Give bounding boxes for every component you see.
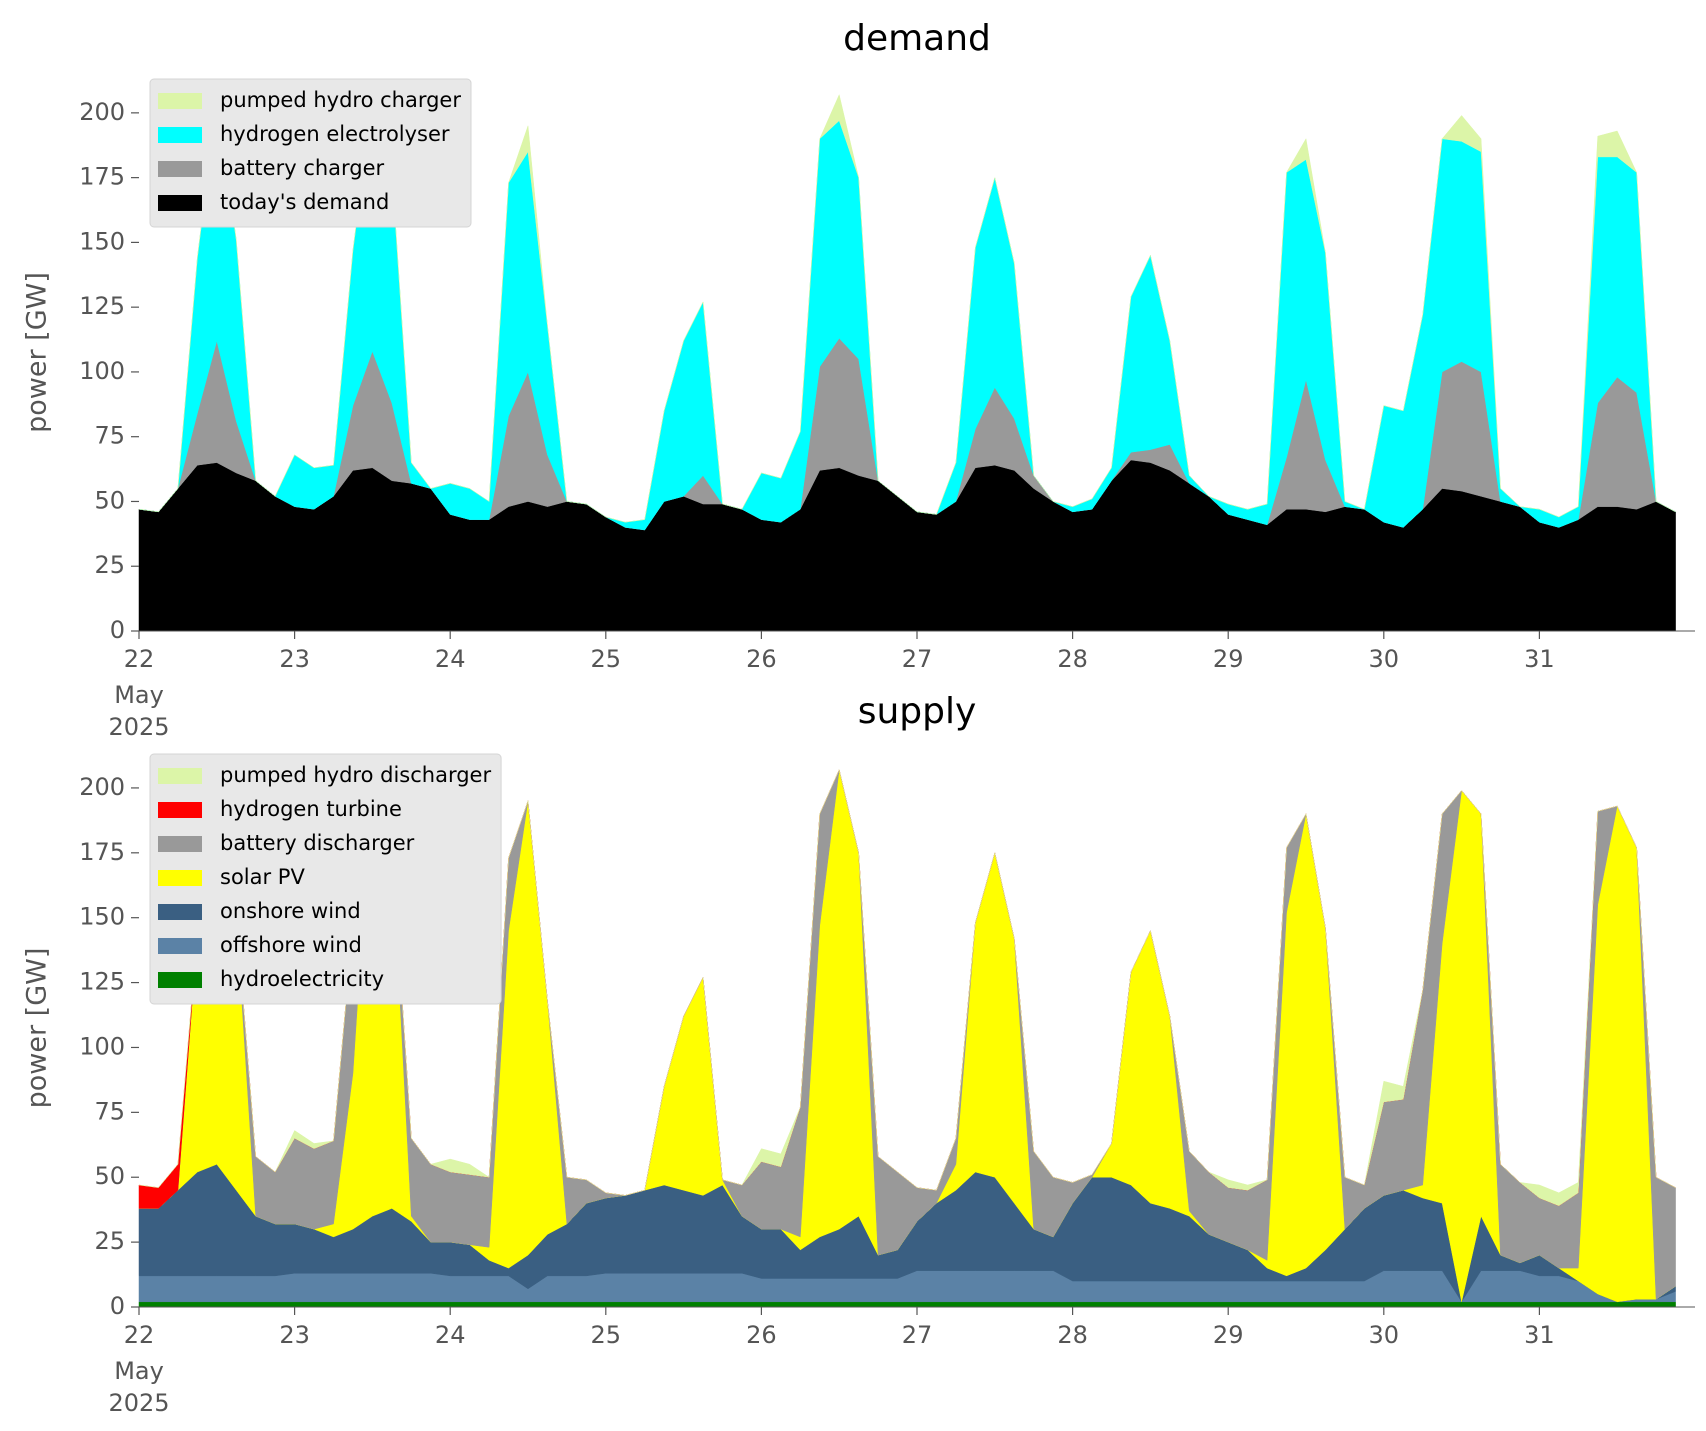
y-tick-label: 125 — [79, 292, 125, 320]
x-tick-label: 23 — [279, 645, 310, 673]
legend-label: pumped hydro charger — [220, 88, 461, 112]
legend-swatch — [158, 870, 202, 886]
legend-swatch — [158, 768, 202, 784]
legend-label: onshore wind — [220, 899, 361, 923]
x-tick-label: 27 — [902, 645, 933, 673]
legend-label: battery discharger — [220, 831, 415, 855]
x-tick-sublabel: May — [114, 681, 164, 709]
x-tick-label: 30 — [1369, 645, 1400, 673]
y-tick-label: 125 — [79, 968, 125, 996]
x-tick-label: 24 — [435, 1321, 466, 1349]
legend-label: today's demand — [220, 190, 389, 214]
legend-swatch — [158, 904, 202, 920]
x-tick-label: 23 — [279, 1321, 310, 1349]
x-tick-label: 30 — [1369, 1321, 1400, 1349]
area — [138, 93, 1676, 523]
y-tick-label: 150 — [79, 903, 125, 931]
x-tick-label: 24 — [435, 645, 466, 673]
y-tick-label: 150 — [79, 227, 125, 255]
legend-label: hydrogen turbine — [220, 797, 402, 821]
legend — [149, 78, 472, 228]
legend — [149, 753, 502, 1005]
y-tick-label: 100 — [79, 1032, 125, 1060]
y-tick-label: 200 — [79, 98, 125, 126]
x-tick-label: 25 — [591, 645, 622, 673]
y-tick-label: 50 — [94, 486, 125, 514]
legend-swatch — [158, 972, 202, 988]
legend-label: pumped hydro discharger — [220, 763, 491, 787]
legend-swatch — [158, 161, 202, 177]
chart-title: demand — [843, 18, 991, 59]
legend-swatch — [158, 195, 202, 211]
x-tick-label: 31 — [1524, 645, 1555, 673]
x-tick-label: 31 — [1524, 1321, 1555, 1349]
y-tick-label: 175 — [79, 838, 125, 866]
y-tick-label: 75 — [94, 422, 125, 450]
y-axis-label: power [GW] — [22, 948, 53, 1109]
x-tick-label: 27 — [902, 1321, 933, 1349]
x-tick-label: 25 — [591, 1321, 622, 1349]
y-tick-label: 50 — [94, 1162, 125, 1190]
x-tick-label: 29 — [1213, 645, 1244, 673]
x-tick-label: 26 — [746, 645, 777, 673]
x-tick-sublabel: May — [114, 1357, 164, 1385]
legend-label: battery charger — [220, 156, 385, 180]
x-tick-sublabel: 2025 — [108, 1389, 169, 1417]
area — [138, 1301, 1676, 1308]
x-tick-label: 28 — [1057, 645, 1088, 673]
legend-label: solar PV — [220, 865, 305, 889]
y-axis-label: power [GW] — [22, 272, 53, 433]
legend-swatch — [158, 127, 202, 143]
x-tick-label: 28 — [1057, 1321, 1088, 1349]
legend-label: offshore wind — [220, 933, 362, 957]
legend-swatch — [158, 836, 202, 852]
x-tick-label: 22 — [124, 645, 155, 673]
y-tick-label: 25 — [94, 551, 125, 579]
y-tick-label: 0 — [110, 616, 125, 644]
legend-label: hydroelectricity — [220, 967, 384, 991]
y-tick-label: 175 — [79, 163, 125, 191]
legend-swatch — [158, 802, 202, 818]
legend-swatch — [158, 938, 202, 954]
legend-label: hydrogen electrolyser — [220, 122, 450, 146]
legend-swatch — [158, 93, 202, 109]
x-tick-sublabel: 2025 — [108, 713, 169, 741]
y-tick-label: 0 — [110, 1292, 125, 1320]
chart-title: supply — [858, 691, 977, 732]
area — [138, 768, 1676, 1207]
y-tick-label: 25 — [94, 1227, 125, 1255]
y-tick-label: 100 — [79, 357, 125, 385]
x-tick-label: 22 — [124, 1321, 155, 1349]
y-tick-label: 200 — [79, 773, 125, 801]
y-tick-label: 75 — [94, 1097, 125, 1125]
x-tick-label: 29 — [1213, 1321, 1244, 1349]
x-tick-label: 26 — [746, 1321, 777, 1349]
